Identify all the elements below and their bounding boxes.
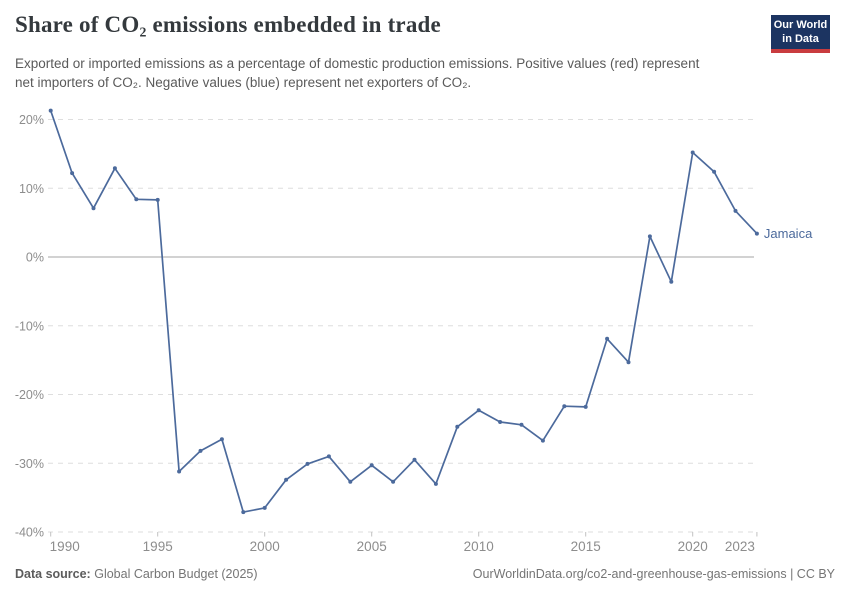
- svg-text:10%: 10%: [19, 182, 44, 196]
- svg-text:20%: 20%: [19, 113, 44, 127]
- svg-text:1990: 1990: [50, 539, 80, 554]
- svg-text:-20%: -20%: [15, 388, 44, 402]
- svg-text:2015: 2015: [571, 539, 601, 554]
- page-title: Share of CO₂ emissions embedded in trade: [15, 12, 441, 37]
- chart-footer: Data source: Global Carbon Budget (2025)…: [15, 567, 835, 581]
- svg-text:2000: 2000: [250, 539, 280, 554]
- svg-text:0%: 0%: [26, 251, 44, 265]
- data-points[interactable]: [48, 108, 759, 515]
- y-axis-labels: 20% 10% 0% -10% -20% -30% -40%: [15, 113, 44, 540]
- svg-text:2020: 2020: [678, 539, 708, 554]
- owid-logo[interactable]: Our World in Data: [771, 15, 830, 53]
- data-source-label: Data source:: [15, 567, 91, 581]
- data-source: Data source: Global Carbon Budget (2025): [15, 567, 258, 581]
- entity-label[interactable]: Jamaica: [764, 226, 813, 241]
- chart-subtitle: Exported or imported emissions as a perc…: [15, 56, 700, 90]
- svg-text:-10%: -10%: [15, 319, 44, 333]
- svg-text:2010: 2010: [464, 539, 494, 554]
- license-link[interactable]: OurWorldinData.org/co2-and-greenhouse-ga…: [472, 567, 835, 581]
- x-axis-labels: 1990 1995 2000 2005 2010 2015 2020 2023: [50, 539, 755, 554]
- owid-logo-line1: Our World: [773, 19, 828, 31]
- x-axis-ticks: [50, 532, 758, 537]
- svg-text:1995: 1995: [143, 539, 173, 554]
- svg-text:2023: 2023: [725, 539, 755, 554]
- svg-text:2005: 2005: [357, 539, 387, 554]
- data-source-value: Global Carbon Budget (2025): [94, 567, 258, 581]
- owid-logo-line2: in Data: [782, 32, 819, 45]
- svg-text:-30%: -30%: [15, 457, 44, 471]
- svg-text:-40%: -40%: [15, 526, 44, 540]
- y-gridlines: [48, 119, 754, 533]
- data-line[interactable]: [49, 109, 758, 513]
